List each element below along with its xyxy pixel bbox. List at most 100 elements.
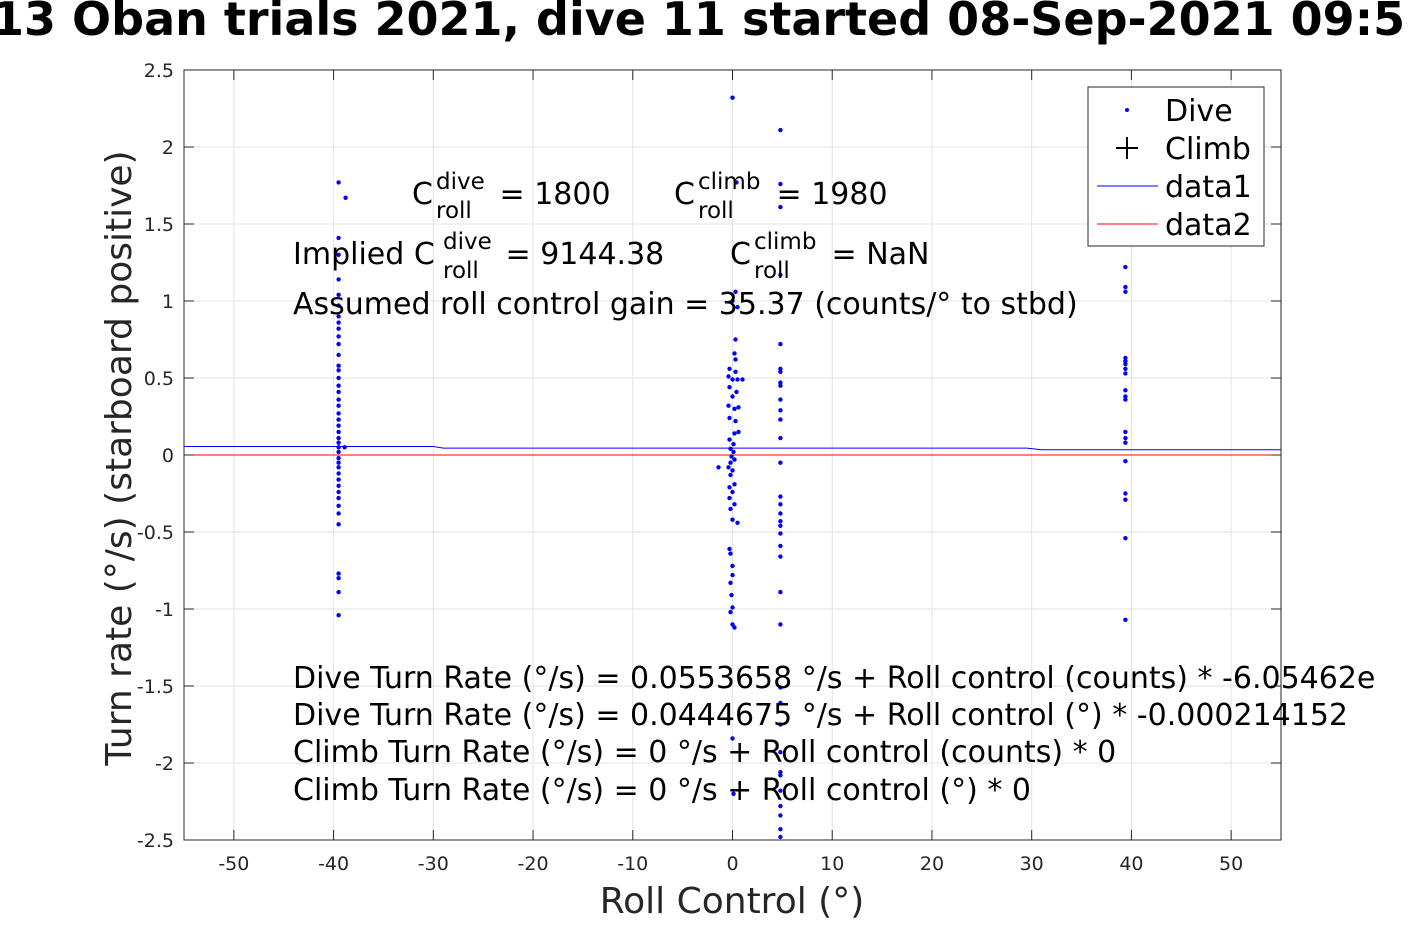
dive-point [732,502,737,507]
c-climb-main: C [674,177,695,212]
implied-sup: dive [443,229,492,255]
dive-point [733,369,738,374]
dive-point [778,589,783,595]
dive-point [1123,355,1128,361]
dive-point [731,791,736,796]
dive-point [727,437,732,442]
dive-point [778,502,783,507]
dive-point [726,403,731,408]
dive-point [729,454,734,459]
dive-point [336,576,341,581]
dive-point [730,377,735,382]
dive-point [733,357,738,362]
dive-point [735,377,740,382]
dive-point [336,180,341,185]
dive-point [336,375,341,381]
x-tick-label: -40 [318,853,349,875]
dive-point [778,181,783,187]
y-tick-labels: -2.5 -2 -1.5 -1 -0.5 0 0.5 1 1.5 2 2.5 [137,60,174,852]
dive-point [736,405,741,410]
dive-point [336,417,341,422]
dive-point [727,385,732,390]
dive-point [336,252,341,257]
dive-point [727,366,732,371]
dive-point [1123,361,1128,367]
x-tick-labels: -50 -40 -30 -20 -10 0 10 20 30 40 50 [218,853,1243,875]
dive-point [778,773,783,778]
dive-point [343,195,348,200]
dive-point [778,380,783,385]
dive-point [778,834,783,840]
x-tick-label: -30 [418,853,449,875]
dive-point [728,609,733,615]
x-tick-label: 20 [920,853,944,875]
dive-point [336,440,341,445]
implied-climb-sup: climb [754,229,816,255]
dive-point [778,770,783,775]
dive-point [778,622,783,627]
implied-prefix: Implied C [293,237,435,272]
dive-point [1123,388,1128,393]
dive-point [336,589,341,595]
dive-point [728,472,733,478]
dive-point [730,394,735,399]
dive-point [727,546,732,552]
dive-point [1123,371,1128,376]
dive-point [732,406,737,411]
implied-climb-sub: roll [754,258,790,284]
dive-point [778,435,783,441]
dive-point [778,127,783,133]
dive-point [730,95,735,100]
c-climb-sup: climb [698,169,760,195]
dive-point [336,423,341,428]
dive-point [778,417,783,422]
dive-point [778,788,783,793]
dive-point [336,341,341,347]
x-tick-label: 0 [726,853,738,875]
dive-point [1123,459,1128,464]
dive-point [336,449,341,455]
dive-point [778,519,783,524]
dive-point [728,580,733,585]
dive-point [1123,289,1128,294]
legend-data1-label: data1 [1165,170,1252,205]
dive-point [734,180,739,185]
legend-data2-label: data2 [1165,208,1252,243]
x-tick-label: 40 [1119,853,1143,875]
dive-point [778,383,783,388]
dive-point [730,517,735,522]
dive-point [336,403,341,408]
dive-point [735,520,740,525]
dive-point [778,722,783,727]
dive-point [1123,366,1128,371]
dive-points [336,95,1128,840]
dive-point [1123,497,1128,502]
dive-point [336,383,341,388]
legend-dive-marker [1125,108,1129,112]
gain-annotation: Assumed roll control gain = 35.37 (count… [293,287,1078,322]
dive-point [336,471,341,476]
dive-point [730,298,735,304]
legend-climb-label: Climb [1165,132,1251,167]
dive-point [733,337,738,342]
dive-point [716,465,721,470]
x-tick-label: -10 [617,853,648,875]
legend: Dive Climb data1 data2 [1087,86,1265,247]
chart-title: 613 Oban trials 2021, dive 11 started 08… [0,0,1406,46]
axis-ticks [184,69,1281,841]
dive-point [726,465,731,470]
dive-point [730,572,735,578]
implied-value: = 9144.38 [496,237,664,272]
dive-point [729,592,734,598]
c-dive-sup: dive [436,169,485,195]
dive-point [778,523,783,528]
x-tick-label: 50 [1219,853,1243,875]
dive-point [1123,435,1128,441]
dive-point [732,351,737,356]
annotation-c-dive: C dive roll = 1800 [412,169,611,224]
dive-point [730,563,735,569]
dive-point [778,685,783,690]
legend-box [1087,86,1265,247]
legend-dive-label: Dive [1165,94,1233,129]
y-tick-label: 0.5 [144,368,174,390]
